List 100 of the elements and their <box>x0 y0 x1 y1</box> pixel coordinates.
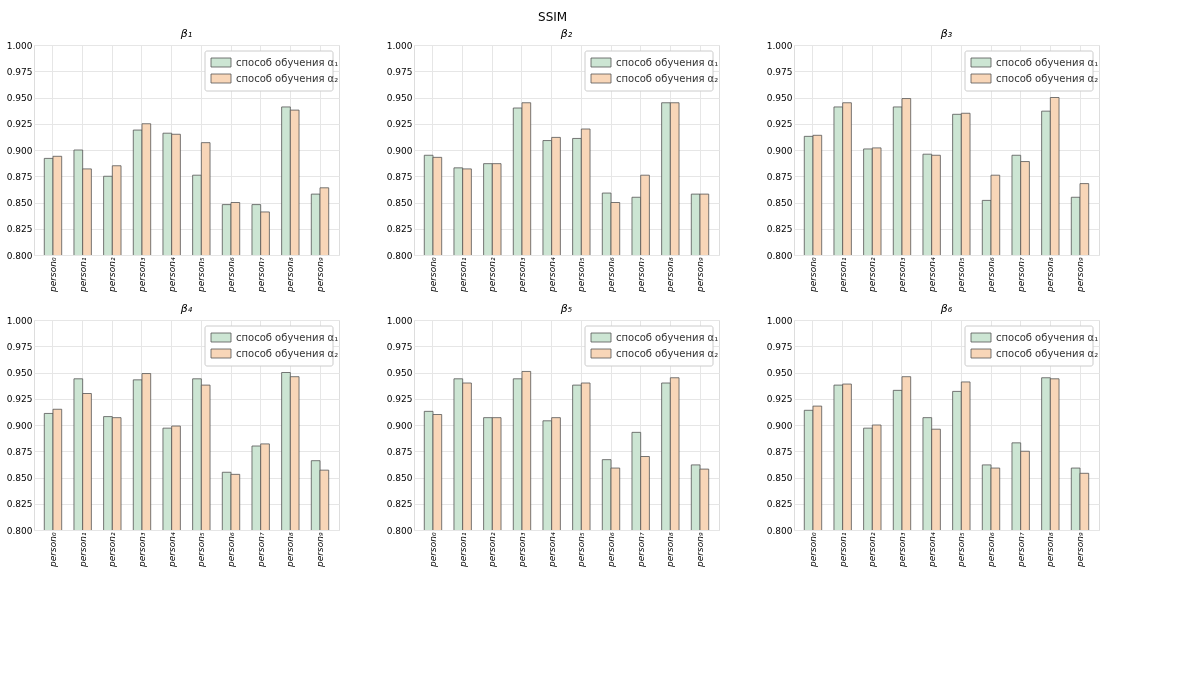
chart-title: β₂ <box>559 27 573 40</box>
y-tick-label: 1.000 <box>766 40 793 51</box>
y-tick-label: 0.875 <box>766 171 793 182</box>
x-tick-label: person₅ <box>196 257 207 293</box>
x-tick-label: person₈ <box>665 532 676 568</box>
x-tick-label: person₆ <box>606 257 616 293</box>
x-tick-label: person₈ <box>285 532 296 568</box>
x-tick-label: person₉ <box>695 257 706 293</box>
x-tick-label: person₄ <box>546 257 557 293</box>
x-tick-label: person₀ <box>807 257 818 293</box>
legend-label: способ обучения α₂ <box>996 348 1099 359</box>
x-tick-label: person₂ <box>107 532 118 568</box>
x-tick-label: person₉ <box>1075 532 1086 568</box>
x-tick-label: person₉ <box>1075 257 1086 293</box>
y-tick-label: 0.825 <box>386 499 413 510</box>
legend-label: способ обучения α₁ <box>996 57 1099 68</box>
x-tick-label: person₇ <box>635 257 646 293</box>
legend-label: способ обучения α₂ <box>996 73 1099 84</box>
legend-label: способ обучения α₂ <box>236 73 339 84</box>
y-tick-label: 0.825 <box>766 224 793 235</box>
x-tick-label: person₂ <box>107 257 118 293</box>
y-tick-label: 0.800 <box>386 525 413 536</box>
y-tick-label: 0.800 <box>386 250 413 261</box>
y-tick-label: 0.950 <box>6 93 33 103</box>
x-tick-label: person₃ <box>137 257 147 293</box>
y-tick-label: 0.975 <box>386 341 413 352</box>
x-tick-label: person₇ <box>255 532 266 568</box>
y-tick-label: 0.975 <box>766 66 793 77</box>
x-tick-label: person₈ <box>285 257 296 293</box>
y-tick-label: 0.825 <box>6 499 33 510</box>
x-tick-label: person₃ <box>137 532 147 568</box>
y-tick-label: 1.000 <box>766 315 793 326</box>
x-tick-label: person₂ <box>867 257 878 293</box>
y-tick-label: 0.875 <box>6 446 33 457</box>
y-tick-label: 0.850 <box>6 473 33 483</box>
x-tick-label: person₂ <box>487 257 498 293</box>
y-tick-label: 0.925 <box>766 394 793 405</box>
y-tick-label: 0.875 <box>386 171 413 182</box>
x-tick-label: person₈ <box>665 257 676 293</box>
y-tick-label: 0.900 <box>386 420 413 431</box>
chart-title: β₅ <box>559 302 573 315</box>
x-tick-label: person₆ <box>606 532 616 568</box>
y-tick-label: 0.850 <box>766 473 793 483</box>
x-tick-label: person₇ <box>255 257 266 293</box>
y-tick-label: 0.950 <box>386 368 413 378</box>
x-tick-label: person₁ <box>457 532 468 568</box>
legend-label: способ обучения α₁ <box>616 57 719 68</box>
x-tick-label: person₈ <box>1045 532 1056 568</box>
legend-label: способ обучения α₁ <box>996 332 1099 343</box>
x-tick-label: person₂ <box>867 532 878 568</box>
x-tick-label: person₉ <box>695 532 706 568</box>
x-tick-label: person₅ <box>576 532 587 568</box>
y-tick-label: 0.900 <box>766 420 793 431</box>
y-tick-label: 1.000 <box>6 315 33 326</box>
x-tick-label: person₄ <box>926 532 937 568</box>
x-tick-label: person₉ <box>315 257 326 293</box>
y-tick-label: 0.850 <box>386 473 413 483</box>
x-tick-label: person₇ <box>635 532 646 568</box>
x-tick-label: person₇ <box>1015 257 1026 293</box>
legend-label: способ обучения α₁ <box>236 57 339 68</box>
x-tick-label: person₀ <box>427 532 438 568</box>
x-tick-label: person₃ <box>517 257 527 293</box>
y-tick-label: 0.800 <box>766 525 793 536</box>
legend-label: способ обучения α₁ <box>616 332 719 343</box>
x-tick-label: person₅ <box>576 257 587 293</box>
x-tick-label: person₀ <box>807 532 818 568</box>
y-tick-label: 0.975 <box>386 66 413 77</box>
y-tick-label: 0.900 <box>6 145 33 156</box>
x-tick-label: person₀ <box>427 257 438 293</box>
x-tick-label: person₄ <box>166 532 177 568</box>
y-tick-label: 0.975 <box>766 341 793 352</box>
y-tick-label: 0.850 <box>6 198 33 208</box>
x-tick-label: person₆ <box>226 257 236 293</box>
x-tick-label: person₀ <box>47 257 58 293</box>
chart-title: β₃ <box>939 27 953 40</box>
x-tick-label: person₂ <box>487 532 498 568</box>
chart-title: β₆ <box>939 302 953 315</box>
y-tick-label: 0.950 <box>766 93 793 103</box>
x-tick-label: person₇ <box>1015 532 1026 568</box>
x-tick-label: person₆ <box>226 532 236 568</box>
x-tick-label: person₅ <box>956 532 967 568</box>
x-tick-label: person₃ <box>517 532 527 568</box>
y-tick-label: 0.950 <box>766 368 793 378</box>
legend-label: способ обучения α₁ <box>236 332 339 343</box>
y-tick-label: 0.900 <box>386 145 413 156</box>
y-tick-label: 1.000 <box>386 40 413 51</box>
y-tick-label: 0.925 <box>386 119 413 130</box>
x-tick-label: person₃ <box>897 532 907 568</box>
y-tick-label: 0.925 <box>6 119 33 130</box>
y-tick-label: 0.975 <box>6 66 33 77</box>
y-tick-label: 0.825 <box>766 499 793 510</box>
y-tick-label: 1.000 <box>386 315 413 326</box>
y-tick-label: 0.800 <box>6 525 33 536</box>
x-tick-label: person₄ <box>926 257 937 293</box>
y-tick-label: 0.875 <box>386 446 413 457</box>
x-tick-label: person₃ <box>897 257 907 293</box>
y-tick-label: 0.950 <box>386 93 413 103</box>
y-tick-label: 0.975 <box>6 341 33 352</box>
x-tick-label: person₈ <box>1045 257 1056 293</box>
x-tick-label: person₆ <box>986 257 996 293</box>
